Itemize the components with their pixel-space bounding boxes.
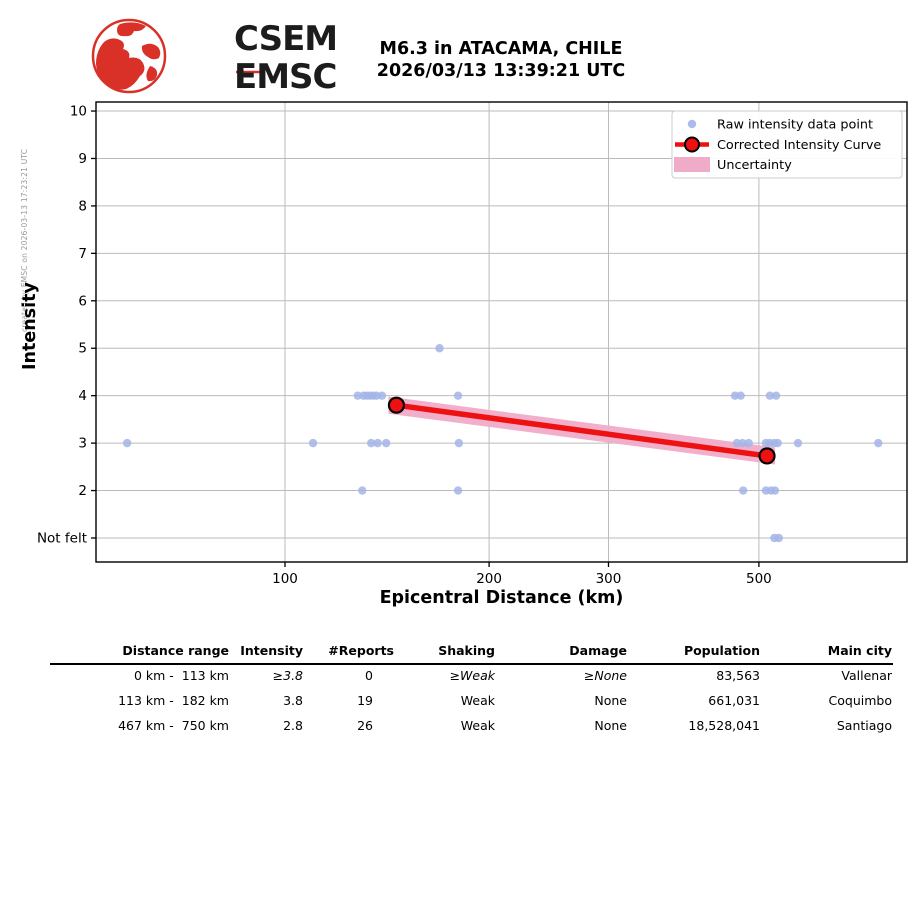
raw-data-point (773, 438, 782, 448)
table-cell: 19 (357, 693, 373, 708)
y-tick-label: 3 (78, 436, 87, 452)
table-cell: 661,031 (708, 693, 760, 708)
y-tick-label: 2 (78, 483, 87, 499)
table-cell: 467 km - 750 km (118, 718, 229, 733)
legend-label: Raw intensity data point (717, 118, 873, 133)
x-tick-label: 300 (596, 571, 622, 587)
title-event: M6.3 in ATACAMA, CHILE (379, 39, 623, 59)
raw-data-point (377, 391, 387, 400)
x-tick-label: 100 (272, 571, 298, 587)
y-tick-label: Not felt (37, 531, 87, 547)
table-cell: ≥3.8 (272, 668, 303, 683)
table-cell: Vallenar (841, 668, 892, 683)
table-cell: ≥None (583, 668, 627, 683)
table-cell: Weak (460, 693, 495, 708)
table-cell: Santiago (836, 718, 892, 733)
raw-data-point (765, 391, 775, 400)
raw-data-point (738, 438, 747, 448)
x-tick-label: 200 (476, 571, 502, 587)
table-cell: 113 km - 182 km (118, 693, 229, 708)
raw-data-point (736, 391, 745, 400)
raw-data-point (358, 486, 367, 495)
raw-data-point (435, 344, 444, 353)
table-header-cell: Main city (827, 643, 892, 658)
y-tick-label: 6 (78, 293, 87, 309)
title-datetime: 2026/03/13 13:39:21 UTC (376, 61, 626, 81)
globe-icon (91, 18, 260, 94)
raw-data-point (122, 438, 132, 448)
raw-data-point (308, 438, 318, 448)
logo-text-csem: CSEM (234, 19, 338, 59)
table-cell: 18,528,041 (688, 718, 760, 733)
table-header-rule (50, 663, 893, 665)
emsc-csem-logo: CSEM EMSC (90, 16, 338, 98)
raw-data-point (366, 438, 376, 448)
raw-data-point (453, 486, 463, 495)
y-tick-label: 9 (78, 151, 87, 167)
table-header-cell: Shaking (438, 643, 495, 658)
y-tick-label: 4 (78, 388, 87, 404)
curve-endpoint-marker (758, 447, 776, 465)
raw-data-point (774, 533, 784, 543)
raw-data-point (874, 438, 883, 448)
raw-data-point (373, 438, 382, 448)
y-tick-label: 5 (78, 341, 87, 357)
chart-title: M6.3 in ATACAMA, CHILE 2026/03/13 13:39:… (0, 38, 915, 82)
raw-data-point (793, 438, 803, 448)
raw-data-point (771, 391, 781, 400)
table-cell: 83,563 (716, 668, 760, 683)
corrected-intensity-curve (396, 402, 768, 459)
legend-label: Uncertainty (717, 158, 792, 173)
raw-data-point (738, 486, 748, 495)
table-cell: Coquimbo (828, 693, 892, 708)
y-tick-label: 10 (70, 104, 87, 120)
table-cell: 0 (365, 668, 373, 683)
legend-label: Corrected Intensity Curve (717, 138, 881, 153)
raw-data-point (453, 391, 463, 400)
table-cell: 26 (357, 718, 373, 733)
raw-data-point (770, 486, 780, 495)
y-tick-label: 7 (78, 246, 87, 262)
table-cell: 3.8 (283, 693, 303, 708)
table-cell: 0 km - 113 km (133, 668, 229, 683)
raw-data-point (454, 438, 464, 448)
x-axis-label: Epicentral Distance (km) (379, 588, 624, 608)
table-cell: ≥Weak (449, 668, 495, 683)
table-header-cell: Intensity (240, 643, 303, 658)
legend-box (671, 110, 903, 179)
x-tick-label: 500 (746, 571, 772, 587)
table-cell: Weak (460, 718, 495, 733)
y-tick-label: 8 (78, 198, 87, 214)
raw-data-point (744, 438, 753, 448)
table-header-cell: Distance range (122, 643, 229, 658)
logo-text-emsc: EMSC (234, 57, 337, 97)
table-cell: None (594, 693, 627, 708)
table-header-cell: #Reports (328, 643, 394, 658)
table-cell: 2.8 (283, 718, 303, 733)
legend-marker-swatch (684, 136, 700, 153)
intensity-distance-chart: 10 9 8 7 6 5 4 3 2 Not felt 100 200 300 500 Raw intens… (37, 101, 908, 587)
table-cell: None (594, 718, 627, 733)
curve-endpoint-marker (387, 396, 406, 414)
raw-data-point (381, 438, 391, 448)
legend-dot-swatch (687, 119, 697, 129)
table-header-cell: Damage (569, 643, 627, 658)
plot-frame (95, 101, 908, 563)
legend-patch-swatch (674, 157, 710, 172)
table-header-cell: Population (683, 643, 760, 658)
